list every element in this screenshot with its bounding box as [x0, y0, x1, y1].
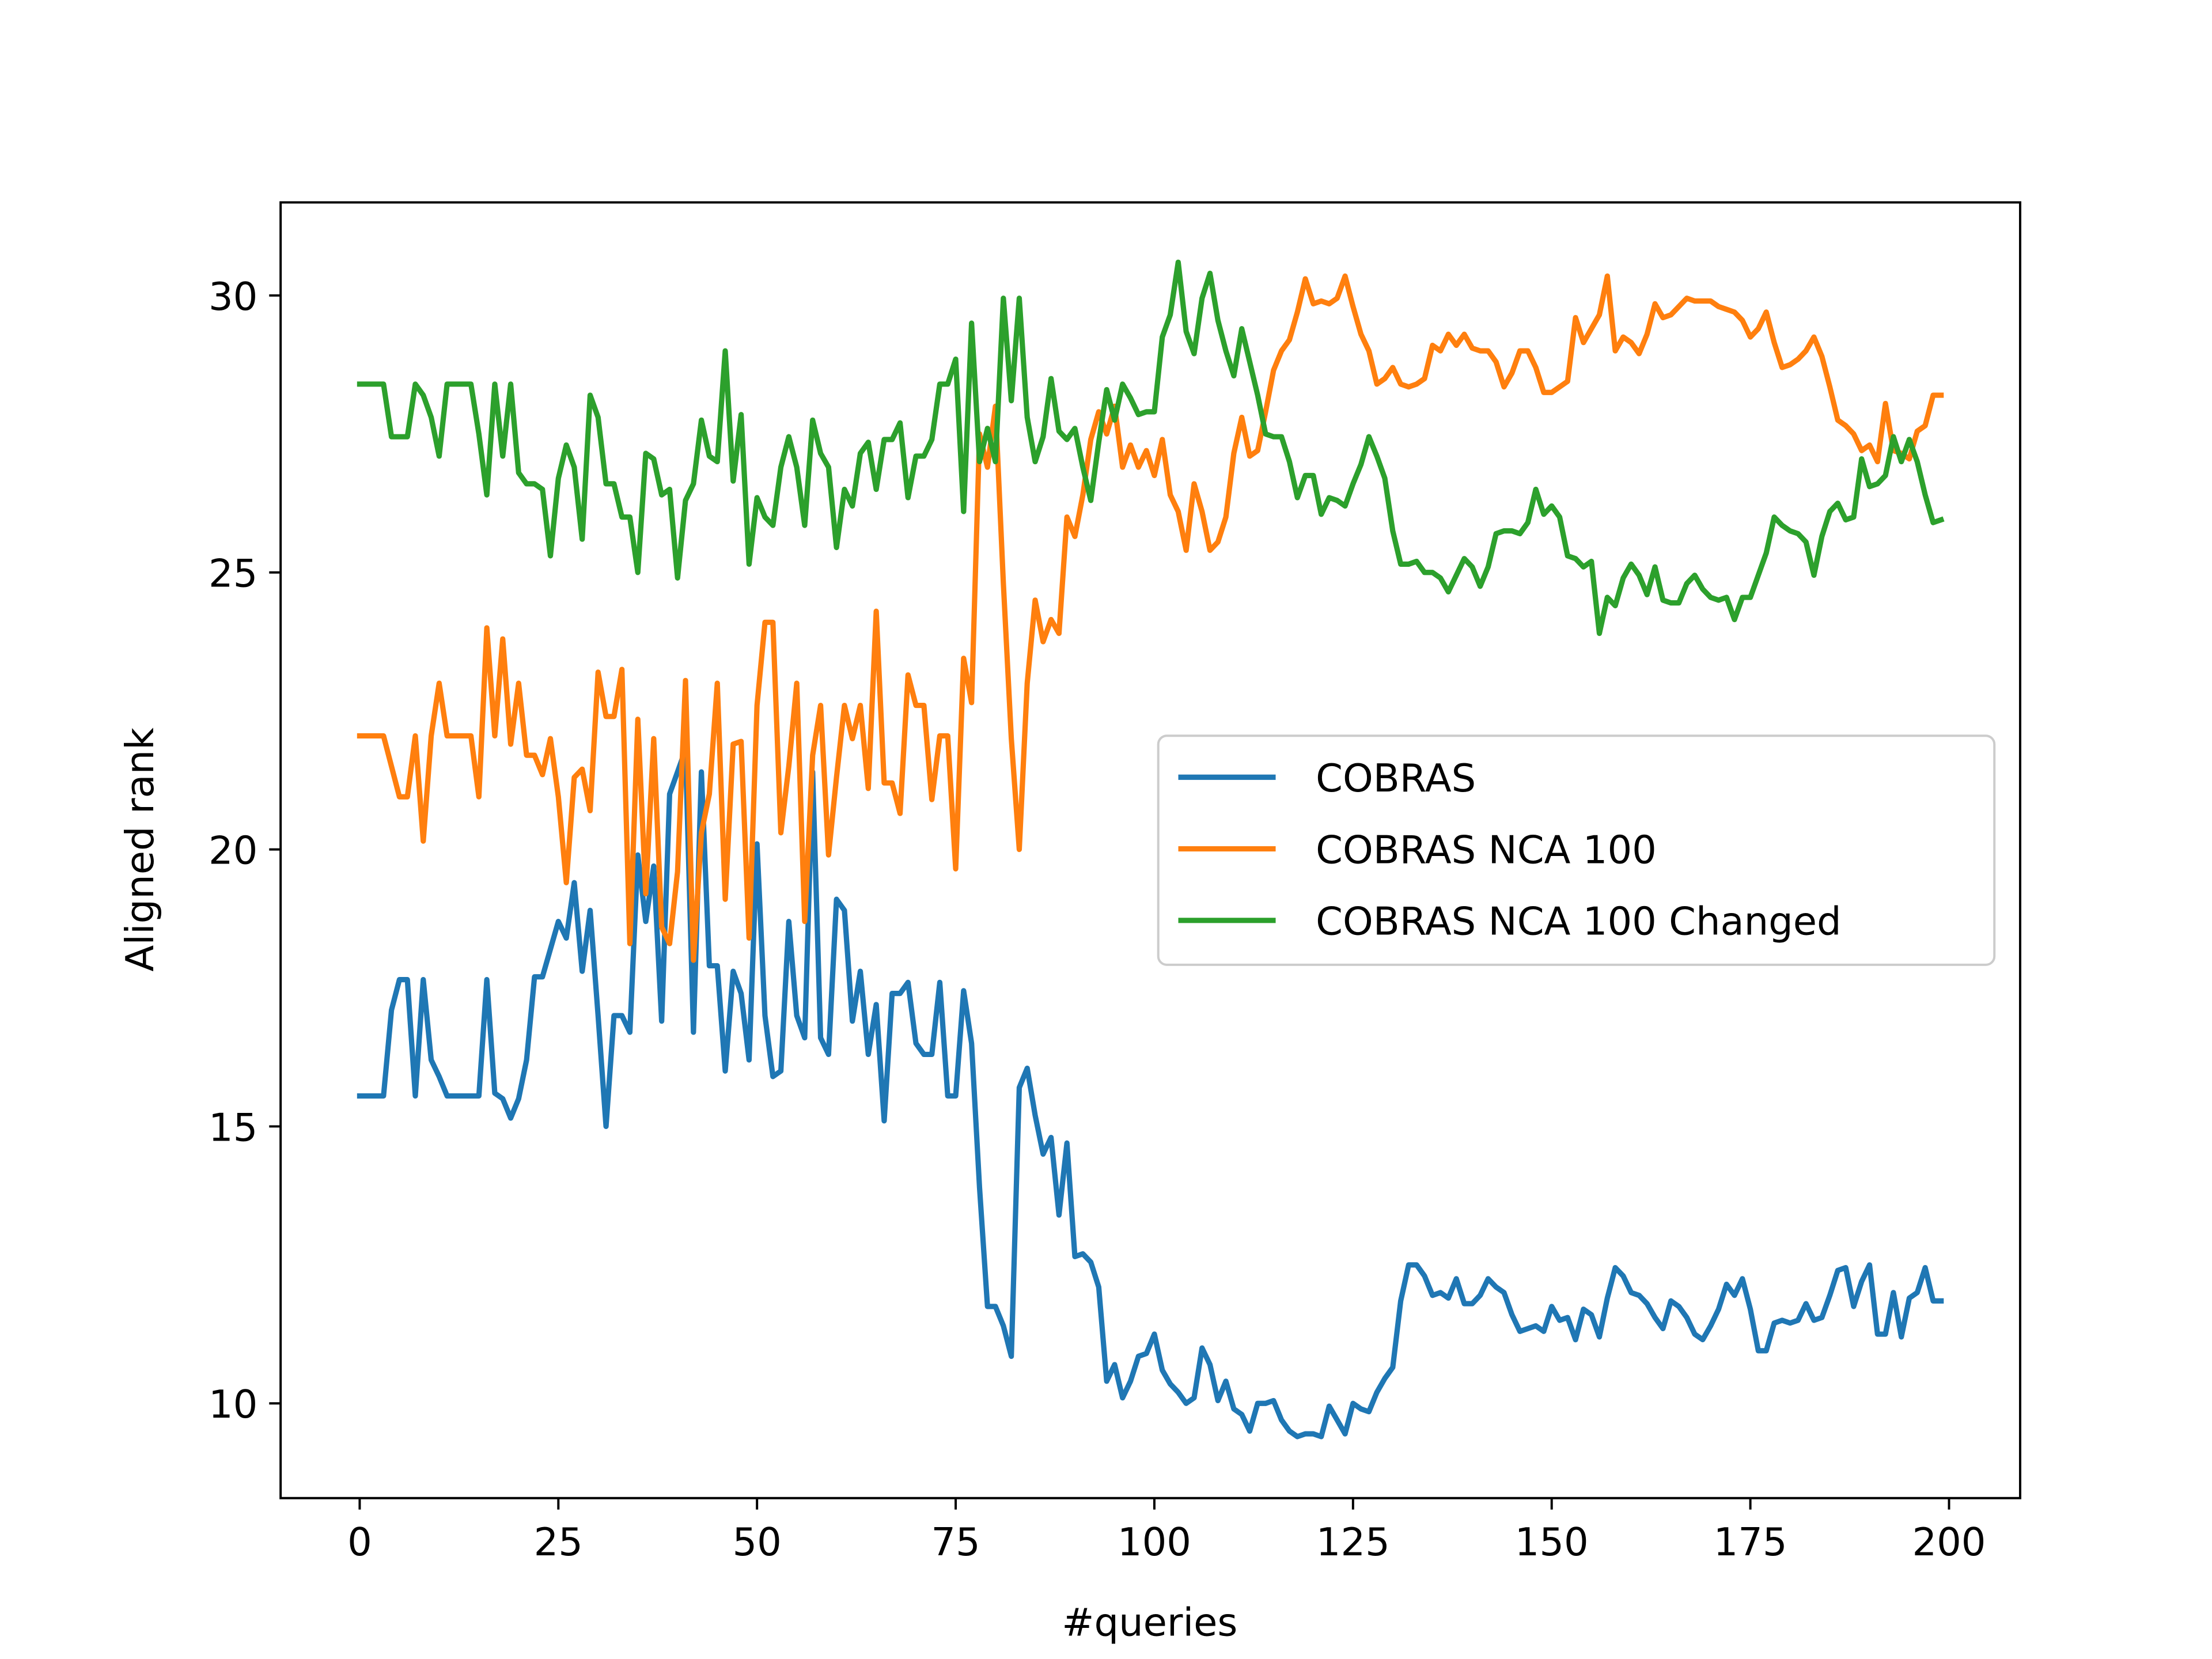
- x-tick-label: 0: [347, 1520, 372, 1565]
- x-tick-label: 75: [931, 1520, 980, 1565]
- y-tick-label: 10: [209, 1382, 257, 1427]
- x-tick-label: 175: [1714, 1520, 1787, 1565]
- x-tick-label: 100: [1118, 1520, 1191, 1565]
- x-tick-label: 200: [1912, 1520, 1986, 1565]
- legend-label: COBRAS NCA 100 Changed: [1316, 899, 1842, 944]
- y-tick-label: 30: [209, 274, 257, 319]
- x-tick-label: 125: [1316, 1520, 1390, 1565]
- x-tick-label: 25: [534, 1520, 583, 1565]
- line-series: [357, 273, 1944, 963]
- x-axis-label: #queries: [1062, 1600, 1237, 1645]
- plot-frame: [279, 201, 2021, 1499]
- line-series: [357, 747, 1944, 1440]
- line-series: [357, 259, 1945, 637]
- legend-label: COBRAS: [1316, 756, 1476, 801]
- x-tick-label: 50: [732, 1520, 781, 1565]
- y-axis-label: Aligned rank: [118, 728, 162, 972]
- y-tick-label: 25: [209, 551, 257, 596]
- legend-label: COBRAS NCA 100: [1316, 827, 1657, 872]
- y-tick-label: 15: [209, 1105, 257, 1150]
- x-tick-label: 150: [1515, 1520, 1589, 1565]
- y-tick-label: 20: [209, 828, 257, 873]
- legend-box: [1157, 734, 1996, 966]
